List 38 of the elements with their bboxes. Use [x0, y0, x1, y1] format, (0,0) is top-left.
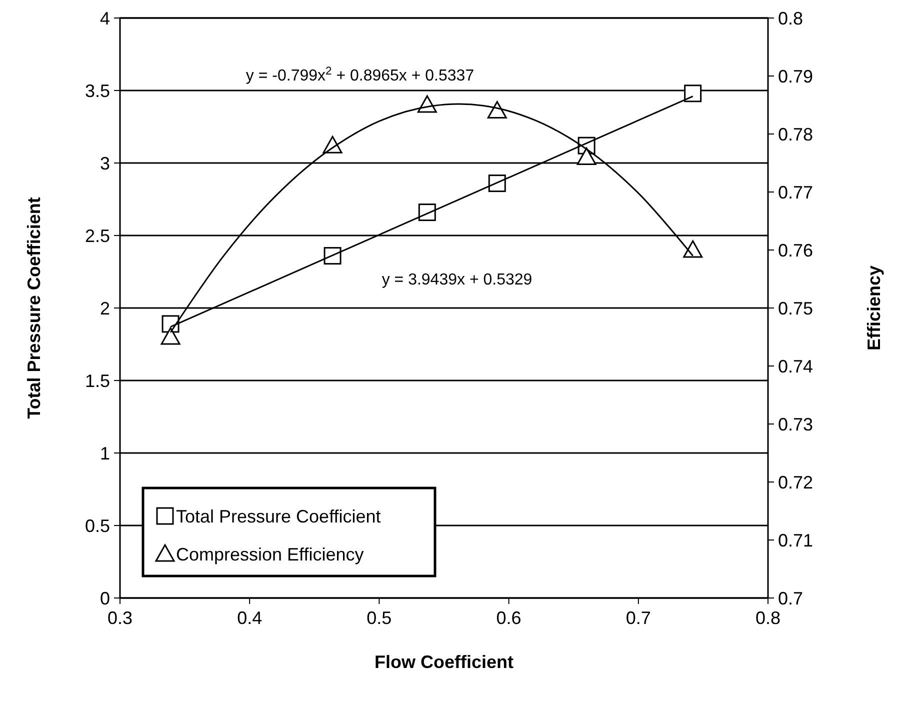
y2-tick-label: 0.73 [778, 414, 814, 434]
legend-label: Total Pressure Coefficient [176, 506, 381, 526]
point [487, 101, 507, 119]
annotation: y = -0.799x$^{2}$ + 0.8965x + 0.5337 [246, 66, 474, 85]
y-tick-label: 3 [100, 153, 110, 174]
y-tick-label: 2 [100, 298, 110, 318]
x-axis-title: Flow Coefficient [374, 652, 514, 672]
y-tick-label: 0.5 [84, 516, 110, 536]
point [683, 240, 703, 258]
y2-tick-label: 0.75 [778, 298, 814, 318]
point [684, 84, 702, 102]
point [576, 147, 596, 165]
y-tick-label: 0 [100, 588, 110, 608]
x-tick-label: 0.7 [626, 608, 651, 628]
legend-label: Compression Efficiency [176, 544, 364, 564]
y-tick-label: 2.5 [84, 226, 110, 246]
x-tick-label: 0.6 [496, 608, 522, 628]
y2-tick-label: 0.72 [778, 472, 814, 492]
y2-tick-label: 0.78 [778, 124, 814, 144]
annotation: y = 3.9439x + 0.5329 [382, 272, 532, 289]
x-tick-label: 0.3 [107, 608, 133, 628]
y2-tick-label: 0.76 [778, 240, 814, 260]
y-tick-label: 4 [100, 8, 110, 28]
x-tick-label: 0.5 [366, 608, 392, 628]
point [160, 327, 180, 345]
x-tick-label: 0.4 [237, 608, 262, 628]
y2-tick-label: 0.77 [778, 182, 814, 202]
y2-tick-label: 0.8 [778, 8, 804, 28]
y-tick-label: 1 [100, 443, 110, 464]
y-tick-label: 3.5 [84, 80, 110, 101]
y2-tick-label: 0.74 [778, 356, 814, 376]
x-tick-label: 0.8 [755, 608, 781, 628]
y2-tick-label: 0.71 [778, 530, 814, 550]
y-tick-label: 1.5 [84, 370, 110, 391]
y2-tick-label: 0.79 [778, 66, 814, 86]
y-axis-title: Total Pressure Coefficient [24, 197, 44, 419]
y2-tick-label: 0.7 [778, 588, 804, 608]
y2-axis-title: Efficiency [864, 265, 884, 351]
